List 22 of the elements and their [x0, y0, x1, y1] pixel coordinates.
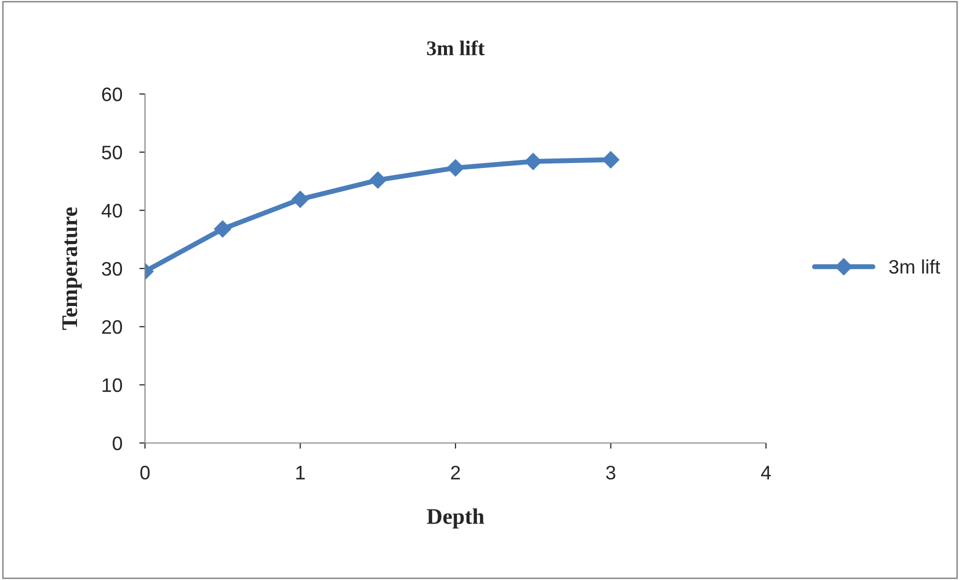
x-axis-title: Depth [426, 508, 484, 528]
point [292, 190, 309, 208]
y-tick-label: 0 [112, 436, 122, 450]
x-tick-label: 0 [140, 466, 150, 480]
y-tick-label: 10 [102, 378, 122, 392]
y-tick-label: 20 [102, 320, 122, 334]
point [369, 172, 386, 189]
y-tick-label: 50 [102, 146, 122, 160]
point [602, 151, 620, 168]
chart-title: 3m lift [427, 40, 485, 56]
y-tick-label: 60 [102, 87, 122, 102]
legend-label: 3m lift [889, 259, 940, 274]
x-tick-label: 2 [451, 466, 460, 480]
point [524, 152, 542, 170]
point [214, 220, 232, 238]
x-tick-label: 3 [606, 466, 616, 480]
y-tick-label: 30 [102, 262, 122, 276]
point [446, 159, 464, 176]
x-tick-label: 1 [296, 466, 305, 480]
x-tick-label: 4 [761, 466, 771, 480]
y-tick-label: 40 [102, 204, 122, 218]
y-axis-title: Temperature [62, 207, 82, 330]
